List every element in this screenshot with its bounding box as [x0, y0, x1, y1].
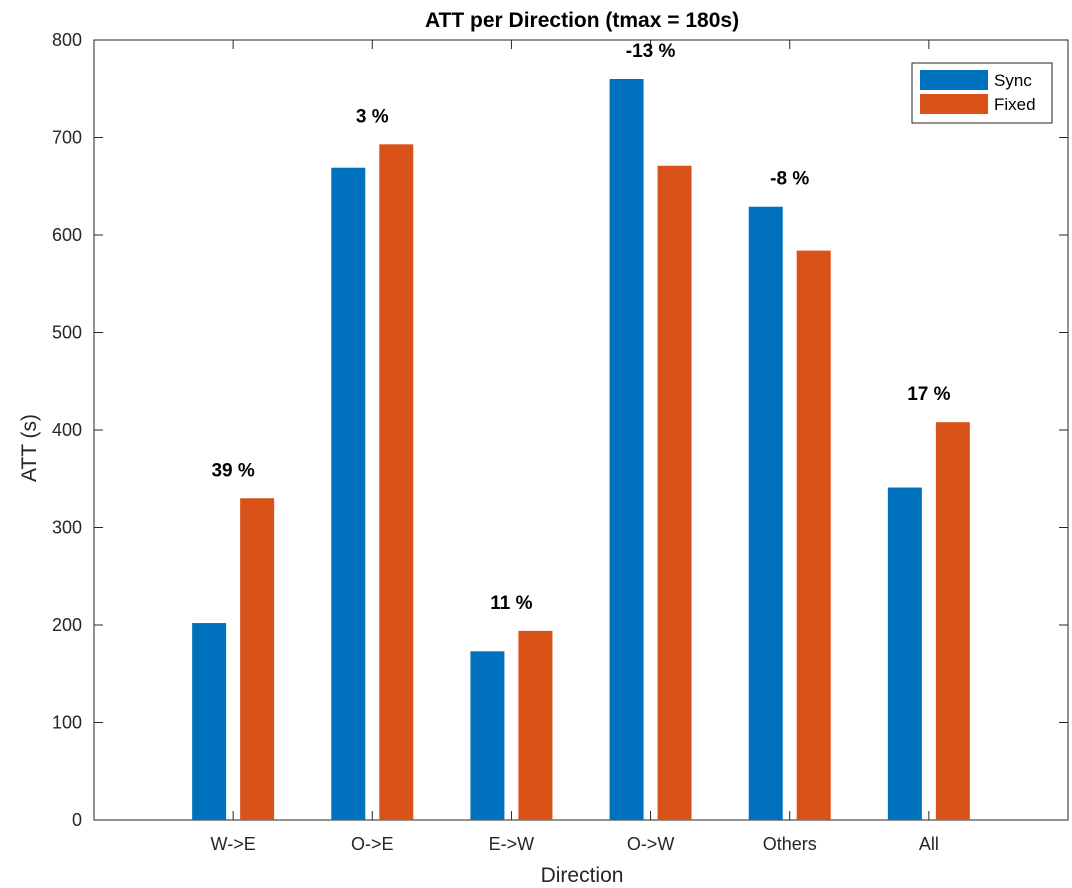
- bar-sync: [887, 487, 922, 820]
- percent-change-label: 11 %: [490, 593, 532, 614]
- bar-fixed: [657, 165, 692, 820]
- x-tick-label: All: [919, 834, 939, 854]
- percent-change-label: -8 %: [770, 169, 809, 190]
- legend-label-fixed: Fixed: [994, 95, 1036, 114]
- y-tick-label: 500: [52, 323, 82, 343]
- y-tick-label: 800: [52, 30, 82, 50]
- y-axis-label: ATT (s): [18, 414, 41, 482]
- data-labels: 39 % 3 % 11 % -13 % -8 % 17 %: [211, 41, 950, 614]
- x-tick-label: Others: [763, 834, 817, 854]
- bar-fixed: [518, 630, 553, 820]
- y-tick-label: 600: [52, 225, 82, 245]
- bar-fixed: [379, 144, 414, 820]
- x-tick-label: W->E: [211, 834, 256, 854]
- axes: 0 100 200 300 400 500 600 700 800 W->E O->E E->W O->…: [52, 30, 1069, 854]
- percent-change-label: 3 %: [356, 106, 389, 127]
- y-tick-label: 100: [52, 713, 82, 733]
- legend-label-sync: Sync: [994, 71, 1032, 90]
- bar-sync: [748, 206, 783, 821]
- chart-title: ATT per Direction (tmax = 180s): [425, 9, 739, 32]
- bar-sync: [192, 623, 227, 820]
- bar-sync: [609, 79, 644, 820]
- percent-change-label: 39 %: [211, 460, 254, 481]
- legend-swatch-sync: [920, 70, 988, 90]
- y-tick-label: 300: [52, 518, 82, 538]
- x-tick-label: O->E: [351, 834, 394, 854]
- plot-frame: [93, 39, 1069, 821]
- percent-change-label: -13 %: [626, 41, 676, 62]
- bars: [192, 79, 970, 821]
- x-axis-label: Direction: [541, 864, 624, 887]
- bar-fixed: [240, 498, 275, 820]
- y-tick-label: 200: [52, 615, 82, 635]
- bar-sync: [331, 167, 366, 821]
- y-tick-label: 700: [52, 128, 82, 148]
- y-tick-label: 400: [52, 420, 82, 440]
- legend: Sync Fixed: [911, 62, 1053, 124]
- x-tick-label: O->W: [627, 834, 675, 854]
- bar-sync: [470, 651, 505, 820]
- y-tick-label: 0: [72, 810, 82, 830]
- bar-fixed: [935, 422, 970, 820]
- legend-swatch-fixed: [920, 94, 988, 114]
- bar-fixed: [796, 250, 831, 821]
- percent-change-label: 17 %: [907, 384, 950, 405]
- x-tick-label: E->W: [489, 834, 535, 854]
